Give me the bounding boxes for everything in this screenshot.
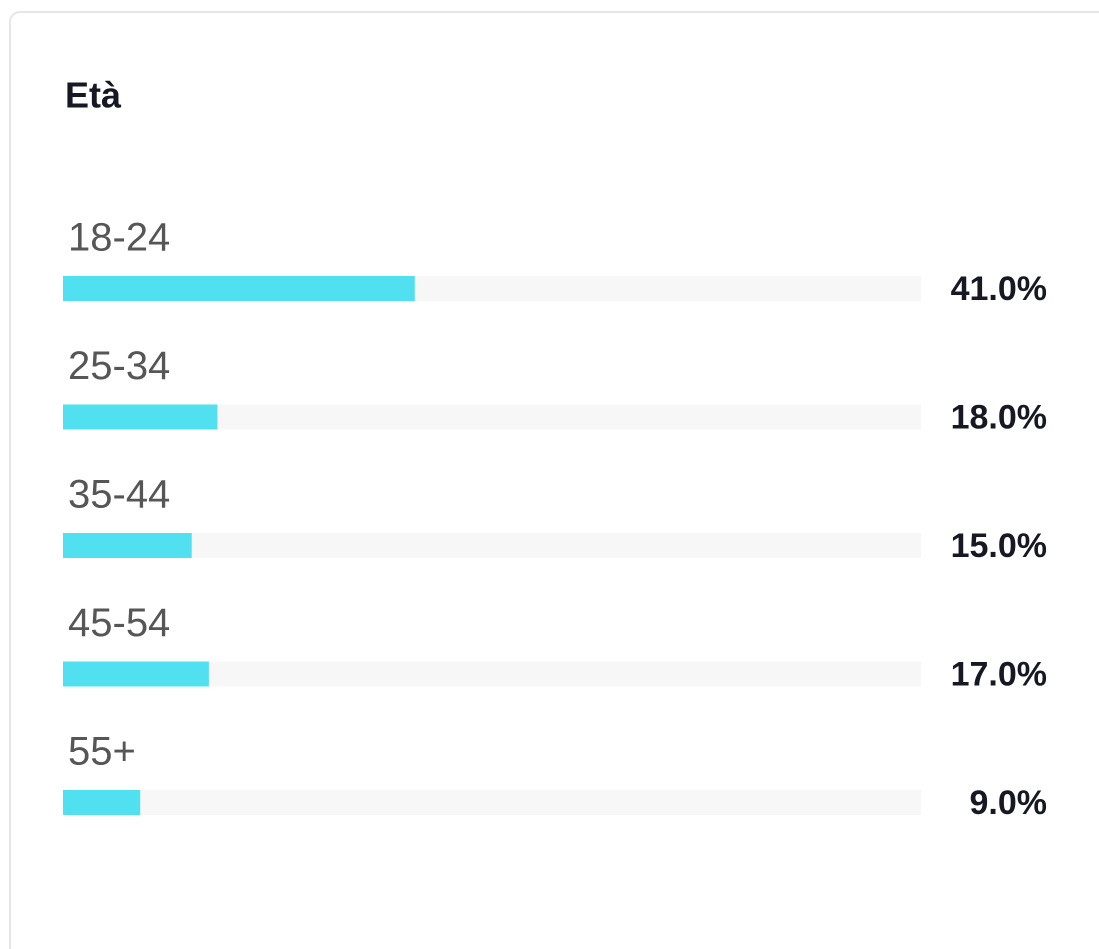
category-label: 55+	[68, 730, 136, 774]
value-label: 18.0%	[951, 398, 1047, 436]
chart-title: Età	[65, 75, 122, 116]
category-label: 18-24	[68, 216, 170, 260]
category-label: 45-54	[68, 601, 170, 645]
value-label: 41.0%	[951, 270, 1047, 308]
bar	[63, 790, 141, 815]
bar-track	[63, 790, 921, 815]
value-label: 17.0%	[951, 655, 1047, 693]
value-label: 15.0%	[951, 527, 1047, 565]
bar	[63, 404, 218, 430]
bar-track	[63, 533, 921, 558]
value-label: 9.0%	[970, 784, 1048, 822]
category-label: 25-34	[68, 344, 170, 388]
bar	[63, 533, 192, 558]
card	[9, 11, 1099, 949]
category-label: 35-44	[68, 473, 170, 517]
bar	[63, 661, 209, 687]
bar	[63, 276, 415, 301]
